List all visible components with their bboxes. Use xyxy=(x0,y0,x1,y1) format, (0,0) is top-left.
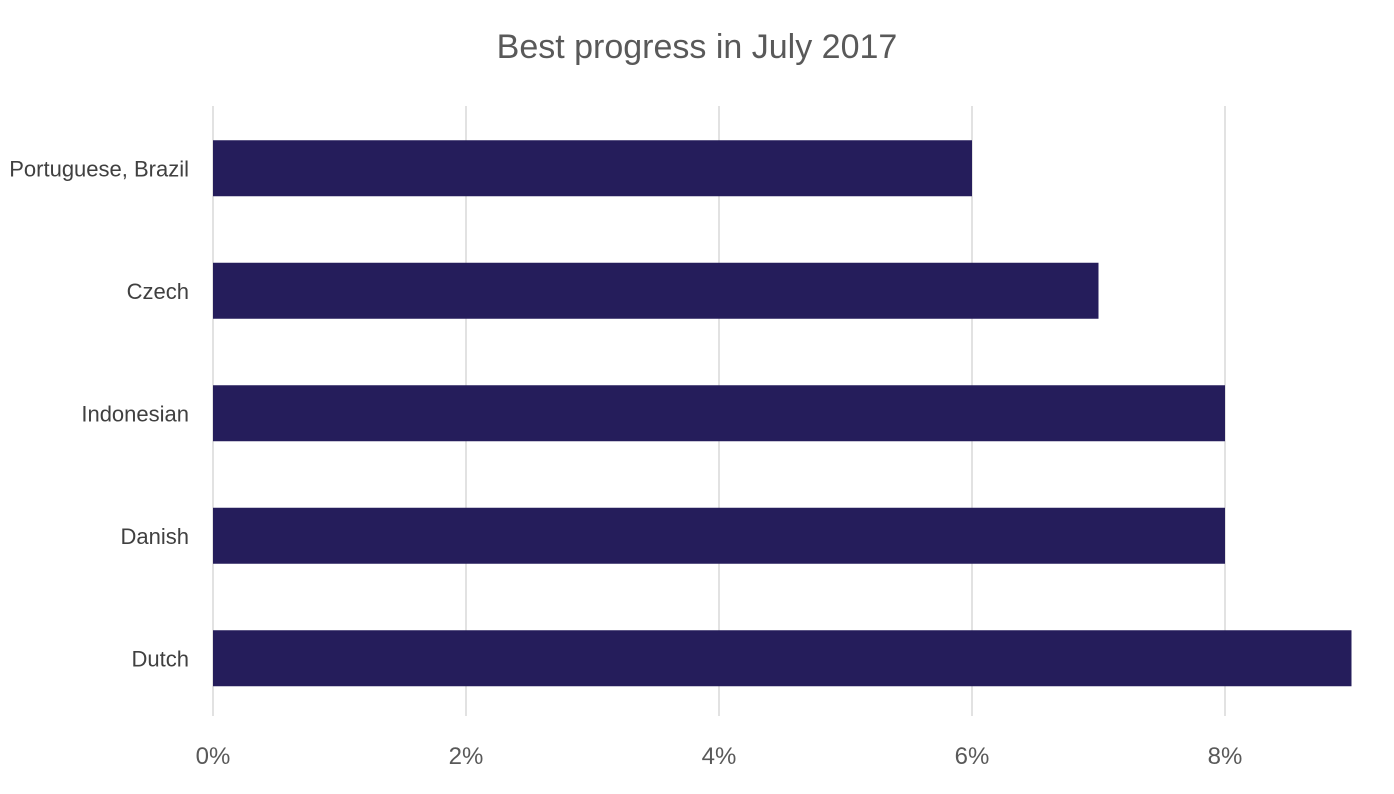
bar xyxy=(213,262,1099,319)
category-label: Dutch xyxy=(132,646,189,671)
chart-title: Best progress in July 2017 xyxy=(497,28,898,66)
category-labels: Portuguese, Brazil Czech Indonesian Danish D… xyxy=(9,156,189,671)
bar xyxy=(213,385,1225,442)
bar xyxy=(213,140,972,197)
x-tick-label: 4% xyxy=(702,743,737,770)
x-tick-label: 0% xyxy=(196,743,231,770)
category-label: Danish xyxy=(121,524,189,549)
x-tick-label: 6% xyxy=(955,743,990,770)
category-label: Czech xyxy=(127,279,189,304)
category-label: Indonesian xyxy=(81,401,189,426)
bar xyxy=(213,630,1352,687)
x-axis-tick-labels: 0% 2% 4% 6% 8% xyxy=(196,743,1243,770)
bar xyxy=(213,507,1225,564)
category-label: Portuguese, Brazil xyxy=(9,156,189,181)
x-tick-label: 8% xyxy=(1208,743,1243,770)
x-tick-label: 2% xyxy=(449,743,484,770)
bars xyxy=(213,140,1352,687)
